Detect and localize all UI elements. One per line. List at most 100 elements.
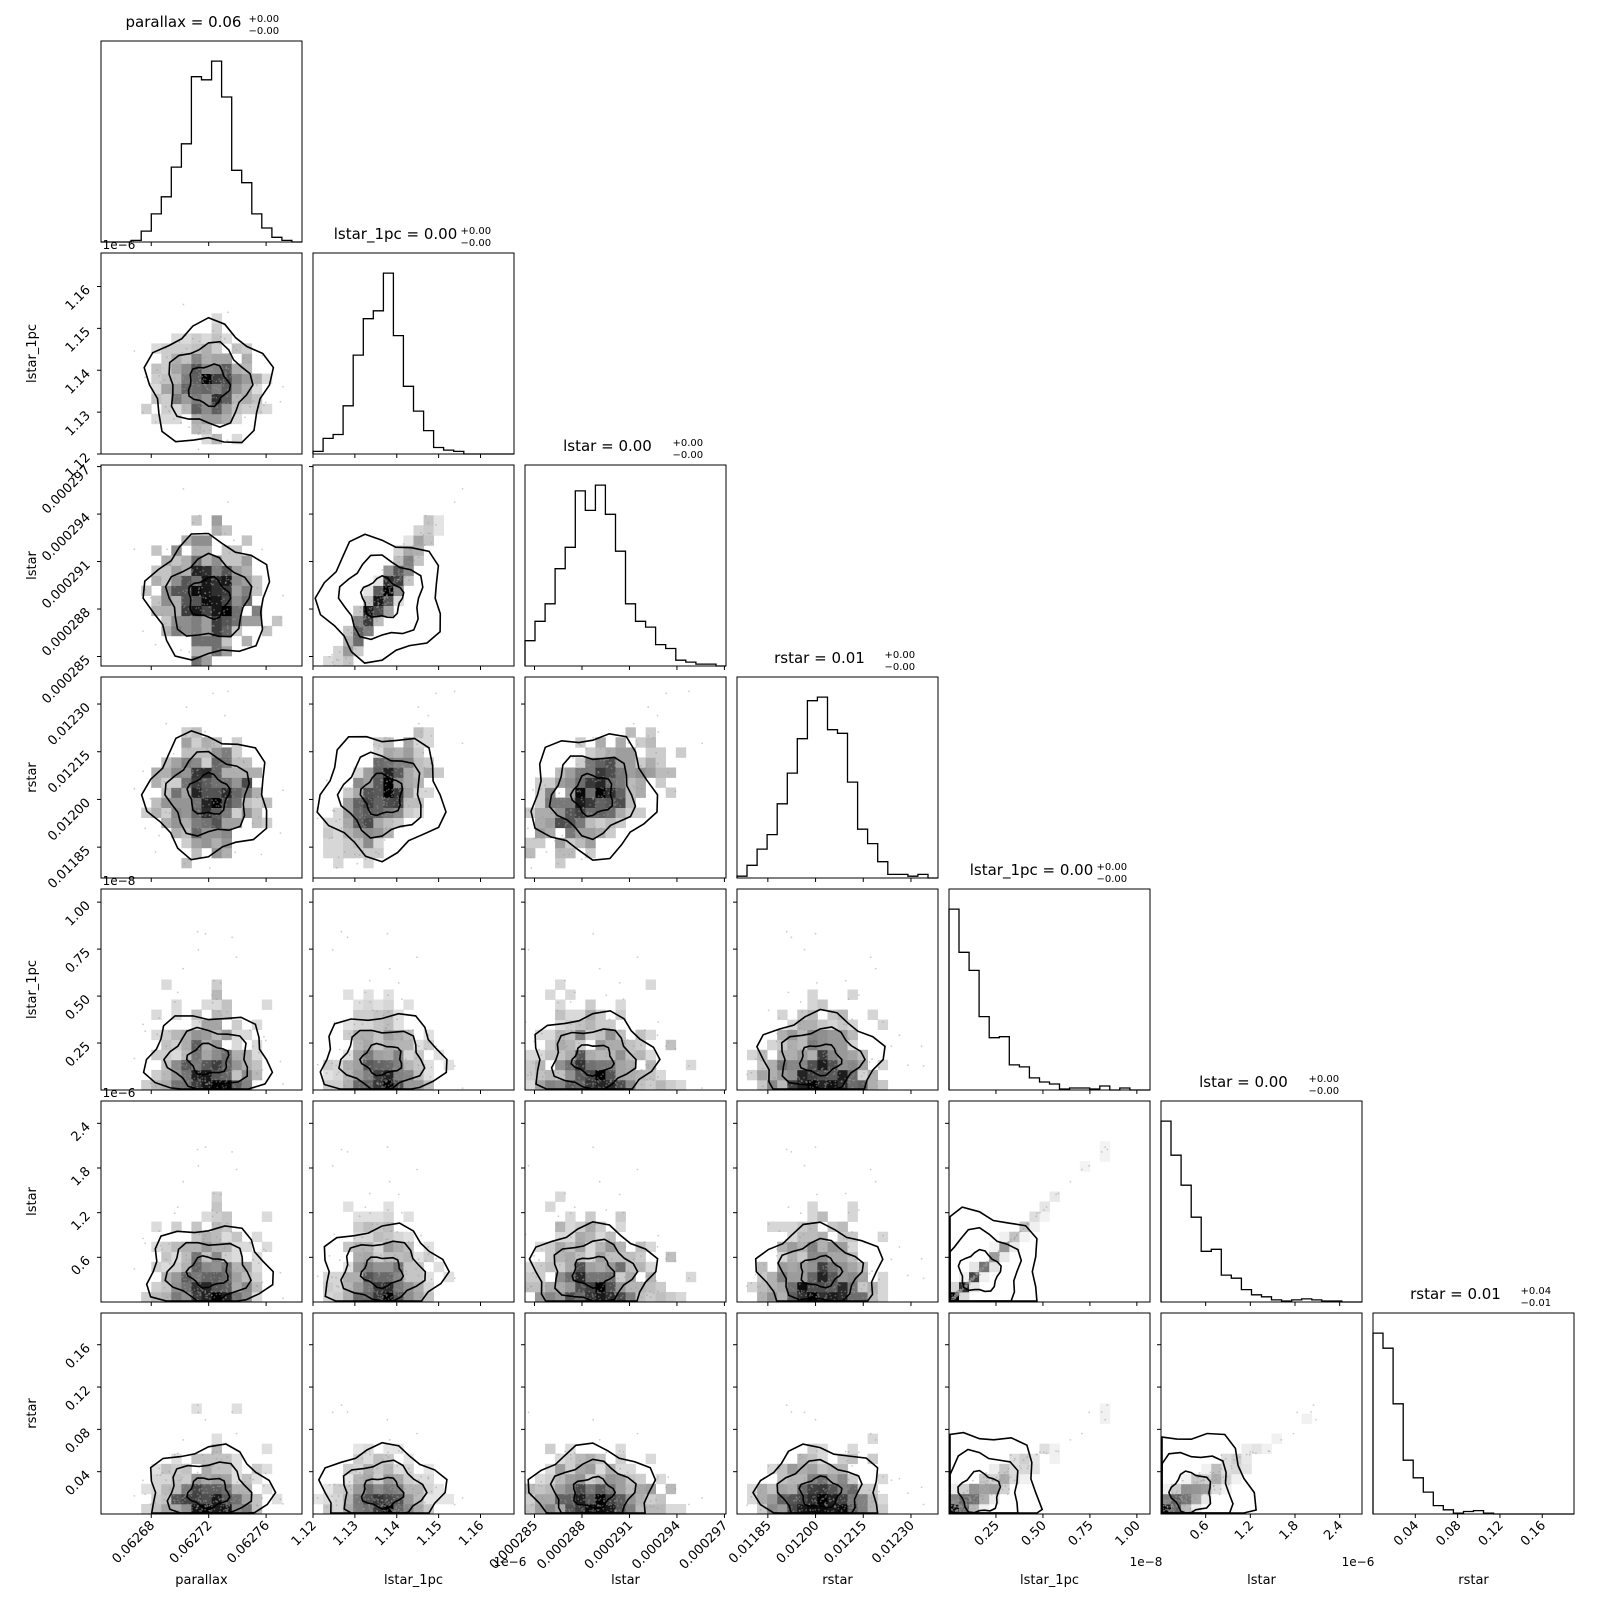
density-cell — [665, 1292, 677, 1303]
sample-point — [398, 1276, 400, 1278]
density-cell — [151, 797, 162, 808]
sample-point — [230, 374, 233, 377]
sample-point — [189, 615, 192, 618]
sample-point — [226, 1032, 229, 1034]
sample-point — [212, 578, 215, 581]
density-cell — [383, 1231, 394, 1243]
sample-point — [180, 649, 182, 652]
sample-point — [609, 749, 611, 752]
density-cell — [191, 847, 202, 859]
sample-point — [190, 1057, 193, 1060]
density-cell — [585, 847, 596, 859]
sample-point — [605, 1209, 608, 1211]
sample-point — [187, 362, 189, 365]
sample-point — [424, 1260, 427, 1262]
sample-point — [234, 1280, 237, 1283]
sample-point — [570, 1236, 572, 1239]
y-tick-label: 0.000288 — [39, 605, 93, 659]
sample-point — [829, 1273, 831, 1275]
sample-point — [191, 383, 194, 386]
sample-point — [640, 1083, 643, 1086]
sample-point — [401, 1055, 404, 1058]
sample-point — [387, 755, 389, 758]
sample-point — [402, 1078, 405, 1081]
density-cell — [201, 545, 212, 556]
sample-point — [962, 1288, 964, 1290]
density-cell — [373, 1211, 384, 1222]
contour-line — [142, 532, 271, 661]
density-cell — [625, 1292, 636, 1303]
sample-point — [237, 617, 240, 619]
sample-point — [218, 378, 221, 381]
sample-point — [198, 514, 201, 517]
sample-point — [178, 766, 181, 769]
sample-point — [427, 1253, 430, 1256]
sample-point — [403, 1082, 406, 1084]
sample-point — [185, 380, 188, 383]
sample-point — [776, 1062, 779, 1065]
sample-point — [377, 1275, 379, 1278]
sample-point — [878, 1066, 880, 1069]
sample-point — [389, 1291, 391, 1293]
sample-point — [395, 1288, 398, 1291]
density-cell — [191, 817, 202, 829]
sample-point — [199, 571, 202, 573]
sample-point — [228, 822, 230, 825]
density-cell — [211, 323, 222, 334]
density-cell — [817, 1292, 828, 1303]
sample-point — [566, 1065, 569, 1068]
sample-point — [595, 780, 598, 783]
title-upper-error: +0.00 — [885, 650, 916, 661]
density-cell — [585, 777, 596, 788]
density-cell — [231, 1251, 243, 1263]
density-cell — [343, 645, 354, 657]
density-cell — [151, 1069, 162, 1081]
sample-point — [352, 645, 355, 647]
sample-point — [785, 1074, 788, 1077]
sample-point — [376, 1290, 379, 1293]
panel-frame — [524, 888, 727, 1091]
sample-point — [362, 823, 364, 826]
sample-point — [383, 584, 386, 587]
density-cell — [565, 1211, 576, 1222]
sample-point — [263, 1036, 265, 1038]
sample-point — [856, 1274, 858, 1276]
density-cell — [403, 1049, 414, 1061]
sample-point — [605, 1055, 607, 1057]
sample-point — [621, 1294, 624, 1297]
contour-line — [337, 554, 424, 641]
density-cell — [211, 635, 222, 647]
sample-point — [217, 1010, 220, 1013]
sample-point — [787, 1085, 789, 1088]
sample-point — [405, 575, 407, 578]
density-cell — [231, 373, 243, 384]
density-cell — [333, 857, 344, 869]
sample-point — [599, 1298, 601, 1301]
sample-point — [196, 752, 199, 755]
density-cell — [393, 1029, 404, 1041]
sample-point — [400, 577, 403, 580]
density-cell — [181, 1292, 192, 1303]
sample-point — [407, 1240, 410, 1243]
sample-point — [820, 1280, 823, 1282]
sample-point — [173, 788, 176, 791]
sample-point — [578, 1290, 580, 1293]
sample-point — [390, 793, 393, 796]
sample-point — [249, 809, 251, 812]
density-cell — [757, 1080, 768, 1091]
density-cell — [251, 807, 263, 818]
sample-point — [781, 1060, 783, 1063]
density-cell — [191, 545, 202, 556]
sample-point — [218, 534, 221, 536]
sample-point — [368, 1077, 371, 1080]
density-cell — [645, 1241, 656, 1253]
density-cell — [413, 807, 424, 818]
sample-point — [389, 586, 392, 589]
sample-point — [391, 1295, 393, 1298]
sample-point — [165, 347, 168, 350]
density-cell — [181, 1039, 192, 1051]
sample-point — [403, 787, 406, 790]
sample-point — [574, 829, 577, 832]
sample-point — [597, 1295, 600, 1298]
sample-point — [166, 356, 169, 359]
